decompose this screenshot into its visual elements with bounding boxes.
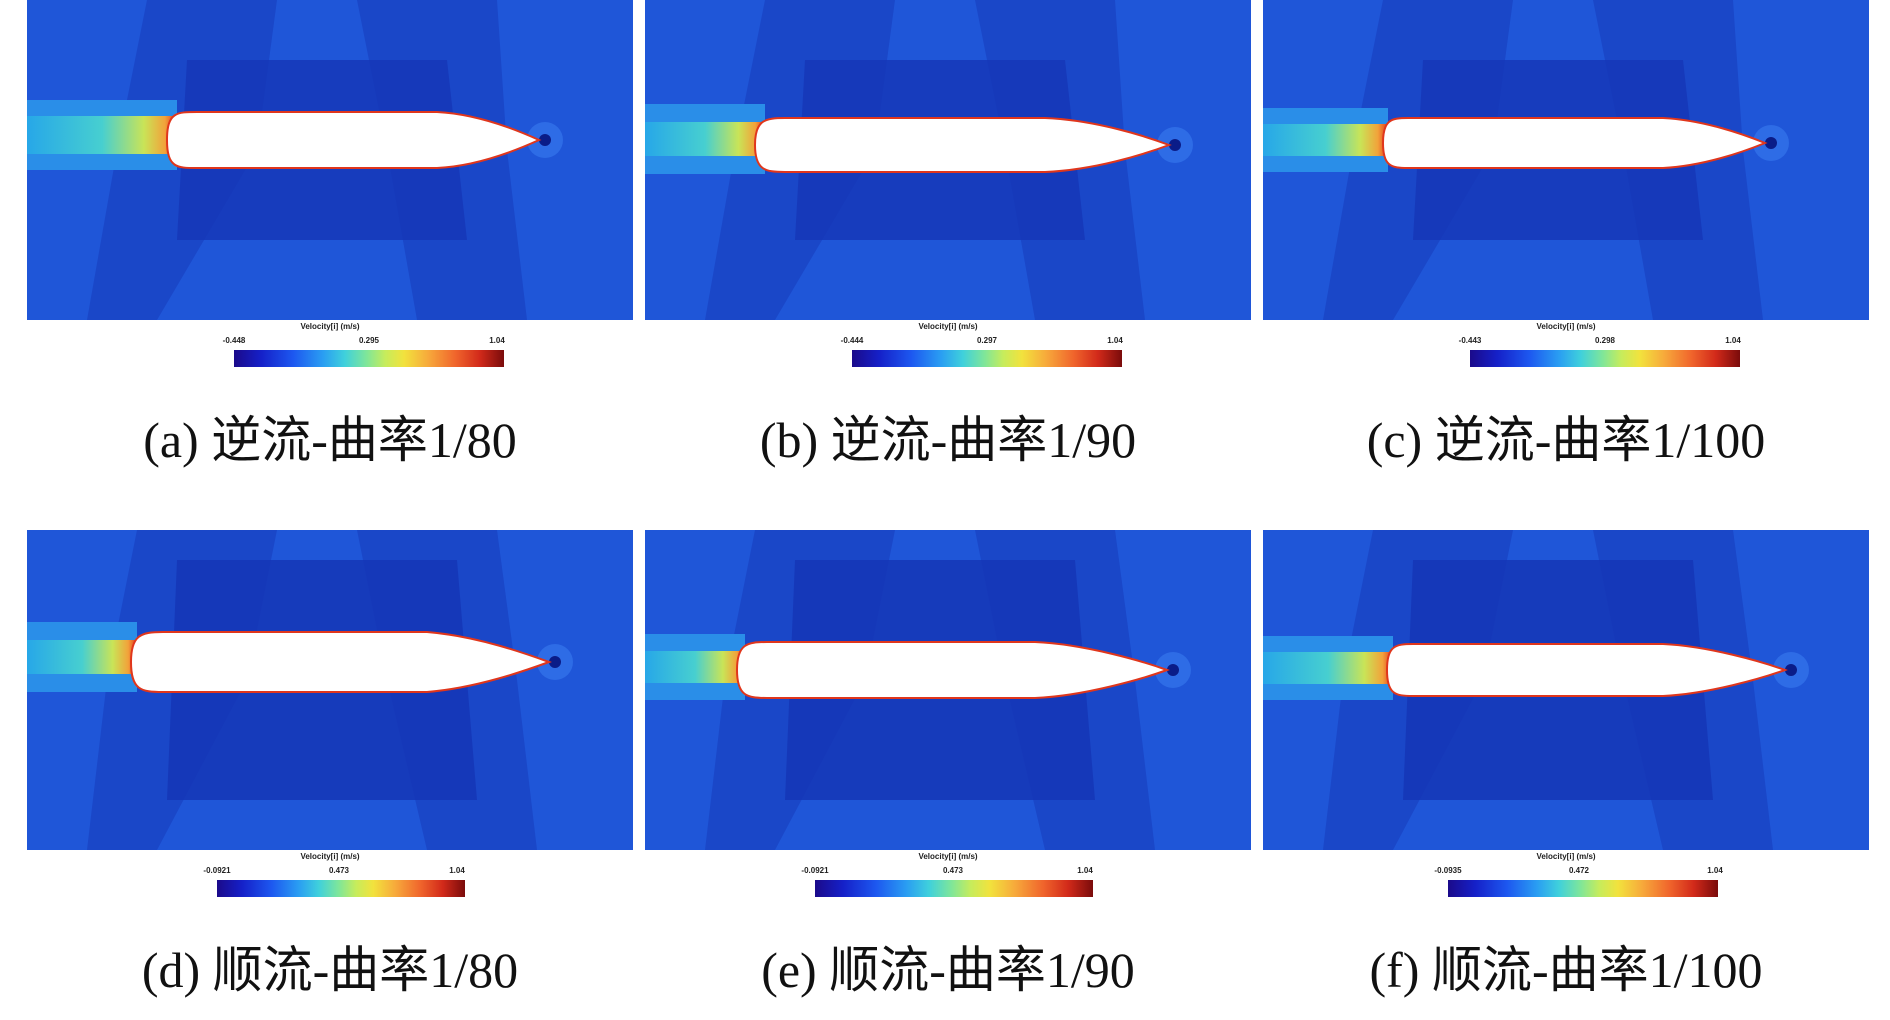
wake-inner: [27, 116, 177, 154]
tail-vortex-core: [1167, 664, 1179, 676]
panel-c: Velocity[i] (m/s) -0.443 0.298 1.04 (c) …: [1263, 0, 1869, 490]
legend-min: -0.0921: [801, 866, 829, 875]
legend-min: -0.0921: [203, 866, 231, 875]
panel-caption: (a) 逆流-曲率1/80: [143, 412, 517, 468]
tail-vortex-core: [1765, 137, 1777, 149]
wake-inner: [645, 651, 745, 683]
velocity-contour-svg: [27, 0, 633, 320]
color-legend: Velocity[i] (m/s) -0.0921 0.473 1.04: [27, 850, 633, 902]
legend-mid: 0.295: [358, 336, 380, 345]
legend-max: 1.04: [1725, 336, 1741, 345]
panel-caption: (c) 逆流-曲率1/100: [1366, 412, 1766, 468]
legend-title: Velocity[i] (m/s): [300, 852, 360, 861]
velocity-contour-plot: [645, 530, 1251, 850]
velocity-contour-plot: [1263, 0, 1869, 320]
color-bar: [1470, 350, 1740, 367]
wake-inner: [1263, 652, 1393, 684]
legend-mid: 0.473: [328, 866, 350, 875]
tail-vortex-core: [539, 134, 551, 146]
hull-body: [1385, 643, 1788, 697]
legend-max: 1.04: [1107, 336, 1123, 345]
velocity-contour-svg: [1263, 530, 1869, 850]
legend-max: 1.04: [489, 336, 505, 345]
panel-e: Velocity[i] (m/s) -0.0921 0.473 1.04 (e)…: [645, 530, 1251, 1020]
panel-caption: (b) 逆流-曲率1/90: [759, 412, 1137, 468]
hull-body: [1381, 117, 1768, 169]
color-legend: Velocity[i] (m/s) -0.0935 0.472 1.04: [1263, 850, 1869, 902]
color-legend: Velocity[i] (m/s) -0.0921 0.473 1.04: [645, 850, 1251, 902]
legend-min: -0.448: [222, 336, 246, 345]
tail-vortex-core: [1785, 664, 1797, 676]
color-bar: [234, 350, 504, 367]
tail-vortex-core: [549, 656, 561, 668]
wake-inner: [27, 640, 137, 674]
panel-f: Velocity[i] (m/s) -0.0935 0.472 1.04 (f)…: [1263, 530, 1869, 1020]
legend-title: Velocity[i] (m/s): [1536, 322, 1596, 331]
legend-max: 1.04: [449, 866, 465, 875]
velocity-contour-svg: [645, 0, 1251, 320]
legend-title: Velocity[i] (m/s): [1536, 852, 1596, 861]
wake-inner: [1263, 124, 1388, 156]
color-bar: [217, 880, 465, 897]
color-bar: [815, 880, 1093, 897]
velocity-contour-svg: [27, 530, 633, 850]
legend-title: Velocity[i] (m/s): [918, 852, 978, 861]
legend-min: -0.443: [1458, 336, 1482, 345]
legend-title: Velocity[i] (m/s): [918, 322, 978, 331]
velocity-contour-svg: [645, 530, 1251, 850]
panel-b: Velocity[i] (m/s) -0.444 0.297 1.04 (b) …: [645, 0, 1251, 490]
velocity-contour-plot: [645, 0, 1251, 320]
legend-min: -0.444: [840, 336, 864, 345]
wake-inner: [645, 122, 765, 156]
panel-caption: (d) 顺流-曲率1/80: [141, 942, 519, 998]
color-bar: [852, 350, 1122, 367]
hull-body: [129, 631, 552, 693]
legend-mid: 0.298: [1594, 336, 1616, 345]
legend-title: Velocity[i] (m/s): [300, 322, 360, 331]
legend-mid: 0.472: [1568, 866, 1590, 875]
velocity-contour-plot: [27, 0, 633, 320]
velocity-contour-svg: [1263, 0, 1869, 320]
color-legend: Velocity[i] (m/s) -0.443 0.298 1.04: [1263, 320, 1869, 372]
hull-body: [735, 641, 1170, 699]
legend-mid: 0.297: [976, 336, 998, 345]
legend-min: -0.0935: [1434, 866, 1462, 875]
legend-max: 1.04: [1077, 866, 1093, 875]
panel-d: Velocity[i] (m/s) -0.0921 0.473 1.04 (d)…: [27, 530, 633, 1020]
panel-caption: (f) 顺流-曲率1/100: [1369, 942, 1763, 998]
hull-body: [753, 117, 1172, 173]
panel-a: Velocity[i] (m/s) -0.448 0.295 1.04 (a) …: [27, 0, 633, 490]
velocity-contour-plot: [1263, 530, 1869, 850]
color-legend: Velocity[i] (m/s) -0.444 0.297 1.04: [645, 320, 1251, 372]
velocity-contour-plot: [27, 530, 633, 850]
legend-max: 1.04: [1707, 866, 1723, 875]
hull-body: [165, 111, 542, 169]
color-bar: [1448, 880, 1718, 897]
legend-mid: 0.473: [942, 866, 964, 875]
panel-caption: (e) 顺流-曲率1/90: [761, 942, 1135, 998]
tail-vortex-core: [1169, 139, 1181, 151]
color-legend: Velocity[i] (m/s) -0.448 0.295 1.04: [27, 320, 633, 372]
